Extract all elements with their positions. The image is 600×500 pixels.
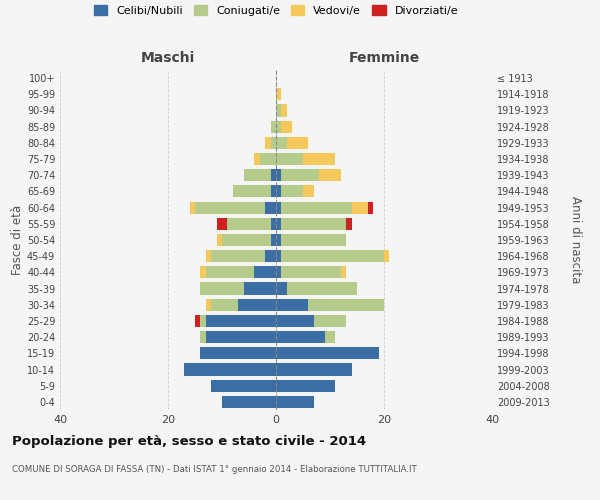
Bar: [217, 218, 227, 230]
Bar: [271, 137, 276, 149]
Bar: [211, 380, 276, 392]
Bar: [287, 137, 308, 149]
Bar: [303, 186, 314, 198]
Bar: [254, 266, 276, 278]
Bar: [265, 202, 276, 213]
Bar: [195, 202, 265, 213]
Bar: [200, 282, 244, 294]
Bar: [314, 315, 346, 327]
Bar: [276, 234, 281, 246]
Bar: [244, 169, 271, 181]
Legend: Celibi/Nubili, Coniugati/e, Vedovi/e, Divorziati/e: Celibi/Nubili, Coniugati/e, Vedovi/e, Di…: [89, 1, 463, 20]
Bar: [281, 120, 292, 132]
Bar: [276, 202, 281, 213]
Bar: [211, 298, 238, 311]
Bar: [276, 250, 281, 262]
Bar: [319, 169, 341, 181]
Bar: [276, 186, 281, 198]
Bar: [276, 282, 287, 294]
Y-axis label: Anni di nascita: Anni di nascita: [569, 196, 582, 284]
Bar: [281, 250, 384, 262]
Bar: [276, 298, 308, 311]
Bar: [271, 234, 276, 246]
Bar: [227, 218, 271, 230]
Bar: [200, 266, 206, 278]
Bar: [276, 331, 325, 343]
Bar: [384, 250, 389, 262]
Bar: [206, 298, 211, 311]
Bar: [238, 298, 276, 311]
Bar: [206, 266, 254, 278]
Text: COMUNE DI SORAGA DI FASSA (TN) - Dati ISTAT 1° gennaio 2014 - Elaborazione TUTTI: COMUNE DI SORAGA DI FASSA (TN) - Dati IS…: [12, 465, 417, 474]
Bar: [200, 315, 206, 327]
Text: Femmine: Femmine: [349, 51, 419, 65]
Bar: [346, 218, 352, 230]
Bar: [190, 202, 195, 213]
Bar: [222, 396, 276, 408]
Bar: [281, 266, 341, 278]
Bar: [281, 104, 287, 117]
Bar: [308, 298, 384, 311]
Bar: [303, 153, 335, 165]
Bar: [276, 348, 379, 360]
Bar: [184, 364, 276, 376]
Bar: [276, 380, 335, 392]
Bar: [368, 202, 373, 213]
Bar: [195, 315, 200, 327]
Bar: [281, 186, 303, 198]
Bar: [276, 153, 303, 165]
Bar: [287, 282, 357, 294]
Bar: [276, 396, 314, 408]
Bar: [217, 234, 222, 246]
Bar: [276, 218, 281, 230]
Bar: [281, 202, 352, 213]
Bar: [271, 186, 276, 198]
Bar: [281, 169, 319, 181]
Text: Popolazione per età, sesso e stato civile - 2014: Popolazione per età, sesso e stato civil…: [12, 435, 366, 448]
Bar: [276, 88, 281, 101]
Bar: [233, 186, 271, 198]
Bar: [211, 250, 265, 262]
Bar: [281, 218, 346, 230]
Bar: [276, 315, 314, 327]
Bar: [260, 153, 276, 165]
Bar: [352, 202, 368, 213]
Bar: [254, 153, 260, 165]
Bar: [276, 169, 281, 181]
Text: Maschi: Maschi: [141, 51, 195, 65]
Bar: [200, 331, 206, 343]
Bar: [281, 234, 346, 246]
Bar: [244, 282, 276, 294]
Bar: [325, 331, 335, 343]
Bar: [276, 137, 287, 149]
Bar: [271, 218, 276, 230]
Bar: [276, 120, 281, 132]
Bar: [271, 169, 276, 181]
Bar: [200, 348, 276, 360]
Bar: [206, 250, 211, 262]
Bar: [276, 364, 352, 376]
Bar: [276, 104, 281, 117]
Bar: [341, 266, 346, 278]
Bar: [206, 315, 276, 327]
Bar: [271, 120, 276, 132]
Bar: [276, 266, 281, 278]
Bar: [222, 234, 271, 246]
Bar: [265, 250, 276, 262]
Y-axis label: Fasce di età: Fasce di età: [11, 205, 24, 275]
Bar: [265, 137, 271, 149]
Bar: [206, 331, 276, 343]
